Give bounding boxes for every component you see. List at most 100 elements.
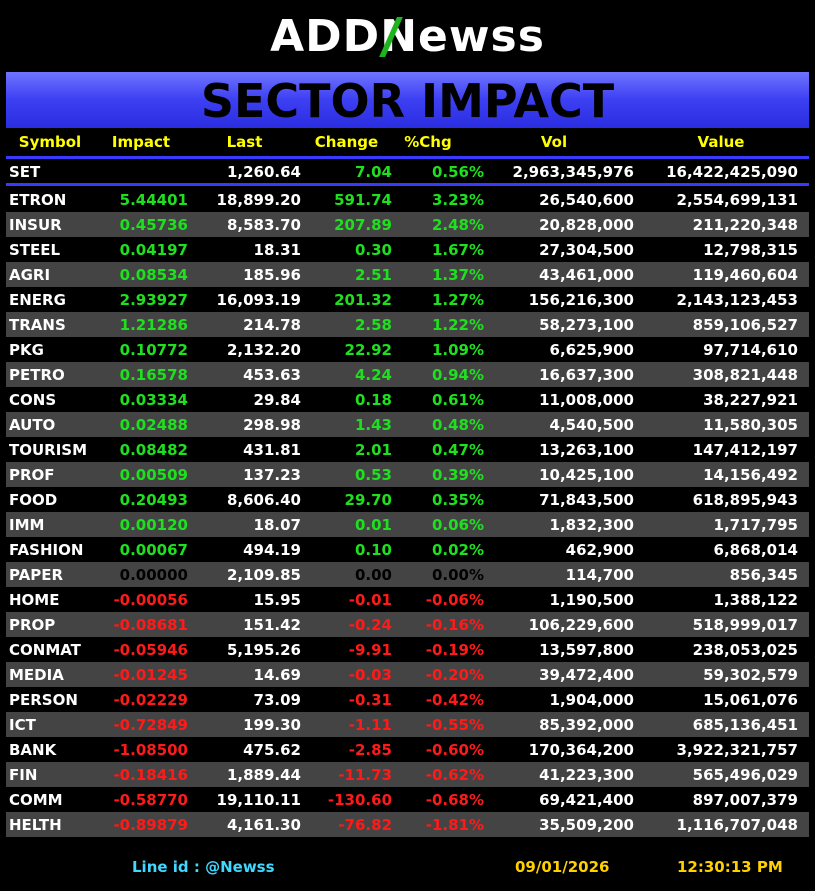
cell-pct: 0.39%: [431, 465, 484, 484]
time: 12:30:13 PM: [677, 858, 783, 876]
cell-change: 7.04: [354, 162, 392, 181]
cell-vol: 114,700: [565, 565, 634, 584]
line-id: Line id : @Newss: [132, 858, 275, 876]
cell-value: 859,106,527: [692, 315, 798, 334]
cell-symbol: PERSON: [9, 690, 78, 709]
table-row: IMM 0.00120 18.07 0.01 0.06% 1,832,300 1,717,7…: [6, 512, 809, 537]
cell-last: 14.69: [253, 665, 301, 684]
cell-last: 214.78: [243, 315, 301, 334]
cell-value: 1,388,122: [713, 590, 798, 609]
cell-symbol: TOURISM: [9, 440, 88, 459]
cell-pct: -0.68%: [425, 790, 484, 809]
cell-vol: 1,832,300: [549, 515, 634, 534]
cell-symbol: CONS: [9, 390, 57, 409]
cell-pct: -0.16%: [425, 615, 484, 634]
cell-change: 4.24: [354, 365, 392, 384]
table-row: MEDIA -0.01245 14.69 -0.03 -0.20% 39,472,400 5…: [6, 662, 809, 687]
cell-impact: 5.44401: [119, 190, 188, 209]
cell-vol: 41,223,300: [539, 765, 634, 784]
cell-last: 8,583.70: [226, 215, 301, 234]
cell-symbol: AGRI: [9, 265, 51, 284]
cell-last: 475.62: [243, 740, 301, 759]
cell-last: 19,110.11: [216, 790, 301, 809]
table-row: FOOD 0.20493 8,606.40 29.70 0.35% 71,843,500 6…: [6, 487, 809, 512]
cell-change: -2.85: [348, 740, 392, 759]
brand-post: ewss: [418, 11, 545, 62]
table-row: PAPER 0.00000 2,109.85 0.00 0.00% 114,700 856,…: [6, 562, 809, 587]
cell-impact: 0.45736: [119, 215, 188, 234]
brand-pre: ADD: [270, 11, 381, 62]
table-row: TOURISM 0.08482 431.81 2.01 0.47% 13,263,100 1…: [6, 437, 809, 462]
cell-pct: -1.81%: [425, 815, 484, 834]
cell-vol: 71,843,500: [539, 490, 634, 509]
cell-impact: -0.08681: [113, 615, 188, 634]
cell-vol: 156,216,300: [528, 290, 634, 309]
cell-value: 11,580,305: [703, 415, 798, 434]
cell-pct: 1.27%: [431, 290, 484, 309]
cell-vol: 27,304,500: [539, 240, 634, 259]
cell-symbol: HELTH: [9, 815, 62, 834]
cell-last: 8,606.40: [226, 490, 301, 509]
cell-symbol: IMM: [9, 515, 45, 534]
cell-pct: -0.55%: [425, 715, 484, 734]
cell-vol: 4,540,500: [549, 415, 634, 434]
cell-vol: 20,828,000: [539, 215, 634, 234]
cell-pct: -0.06%: [425, 590, 484, 609]
table-row: AUTO 0.02488 298.98 1.43 0.48% 4,540,500 11,58…: [6, 412, 809, 437]
cell-last: 151.42: [243, 615, 301, 634]
cell-symbol: ENERG: [9, 290, 66, 309]
cell-value: 897,007,379: [692, 790, 798, 809]
brand-logo: ADDNewss: [0, 8, 815, 66]
cell-vol: 26,540,600: [539, 190, 634, 209]
table-header: Symbol Impact Last Change %Chg Vol Value: [6, 133, 809, 156]
cell-change: 201.32: [334, 290, 392, 309]
cell-last: 137.23: [243, 465, 301, 484]
cell-vol: 170,364,200: [528, 740, 634, 759]
cell-value: 211,220,348: [692, 215, 798, 234]
table-row: CONS 0.03334 29.84 0.18 0.61% 11,008,000 38,22…: [6, 387, 809, 412]
cell-value: 618,895,943: [692, 490, 798, 509]
cell-last: 4,161.30: [226, 815, 301, 834]
cell-change: -130.60: [327, 790, 392, 809]
cell-pct: -0.20%: [425, 665, 484, 684]
brand-n: N: [380, 11, 419, 62]
cell-symbol: HOME: [9, 590, 60, 609]
cell-symbol: FASHION: [9, 540, 84, 559]
cell-impact: 0.08534: [119, 265, 188, 284]
cell-impact: 1.21286: [119, 315, 188, 334]
cell-value: 12,798,315: [703, 240, 798, 259]
cell-symbol: COMM: [9, 790, 63, 809]
cell-last: 2,109.85: [226, 565, 301, 584]
cell-pct: 0.02%: [431, 540, 484, 559]
header-divider: [6, 156, 809, 159]
cell-change: -76.82: [338, 815, 392, 834]
cell-pct: -0.42%: [425, 690, 484, 709]
cell-change: 0.18: [354, 390, 392, 409]
table-row: ENERG 2.93927 16,093.19 201.32 1.27% 156,216,…: [6, 287, 809, 312]
table-row: PETRO 0.16578 453.63 4.24 0.94% 16,637,300 308…: [6, 362, 809, 387]
cell-value: 685,136,451: [692, 715, 798, 734]
cell-change: 22.92: [344, 340, 392, 359]
cell-change: 0.00: [354, 565, 392, 584]
date: 09/01/2026: [515, 858, 610, 876]
cell-vol: 106,229,600: [528, 615, 634, 634]
cell-symbol: ICT: [9, 715, 36, 734]
cell-pct: 1.22%: [431, 315, 484, 334]
header-impact: Impact: [111, 133, 171, 151]
cell-pct: -0.62%: [425, 765, 484, 784]
cell-symbol: PAPER: [9, 565, 64, 584]
cell-value: 3,922,321,757: [676, 740, 798, 759]
cell-impact: 0.16578: [119, 365, 188, 384]
cell-vol: 35,509,200: [539, 815, 634, 834]
cell-vol: 16,637,300: [539, 365, 634, 384]
cell-last: 29.84: [253, 390, 301, 409]
cell-value: 565,496,029: [692, 765, 798, 784]
cell-symbol: STEEL: [9, 240, 61, 259]
cell-symbol: BANK: [9, 740, 57, 759]
cell-impact: -0.05946: [113, 640, 188, 659]
cell-impact: -0.00056: [113, 590, 188, 609]
cell-impact: 0.00000: [119, 565, 188, 584]
cell-symbol: CONMAT: [9, 640, 81, 659]
cell-impact: -0.18416: [113, 765, 188, 784]
table-row: PKG 0.10772 2,132.20 22.92 1.09% 6,625,900 97,…: [6, 337, 809, 362]
